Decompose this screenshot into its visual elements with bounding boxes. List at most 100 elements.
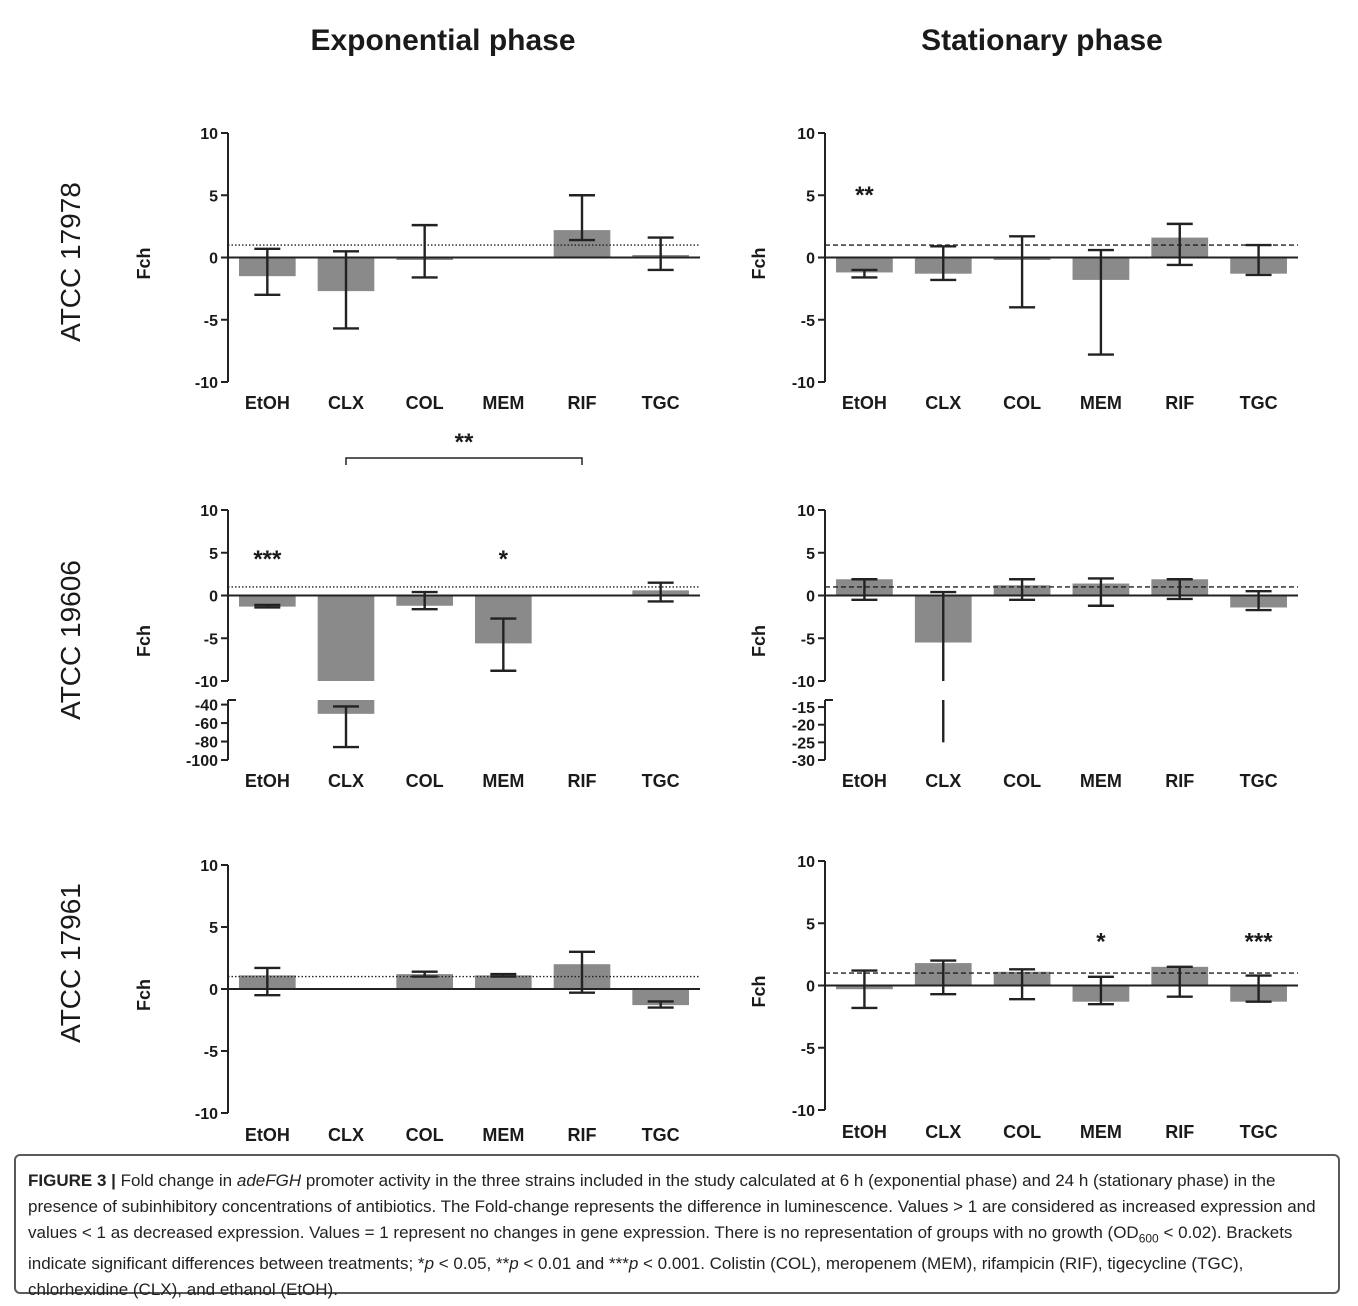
caption-text: promoter activity in the three strains i… xyxy=(28,1171,1316,1242)
y-tick-label: 0 xyxy=(209,589,218,606)
y-tick-label: -10 xyxy=(792,375,815,392)
x-tick-label: COL xyxy=(406,393,444,413)
y-tick-label: -5 xyxy=(801,313,815,330)
caption-text: < 0.01 and xyxy=(518,1254,609,1274)
x-tick-label: RIF xyxy=(568,771,597,791)
x-tick-label: TGC xyxy=(1240,393,1278,413)
y-tick-label: 0 xyxy=(209,982,218,999)
caption-label: FIGURE 3 | xyxy=(28,1171,116,1190)
x-tick-label: CLX xyxy=(328,393,364,413)
x-tick-label: COL xyxy=(406,1125,444,1145)
x-tick-label: MEM xyxy=(1080,771,1122,791)
caption-text: * xyxy=(417,1254,425,1274)
x-tick-label: TGC xyxy=(1240,771,1278,791)
y-tick-label: -80 xyxy=(195,735,218,752)
row-label: ATCC 17978 xyxy=(55,182,86,342)
bracket-marker: ** xyxy=(455,429,474,456)
bar xyxy=(396,974,453,989)
y-tick-label: 10 xyxy=(797,503,815,520)
x-tick-label: MEM xyxy=(1080,1122,1122,1142)
caption-box xyxy=(14,1154,1340,1294)
y-tick-label: -10 xyxy=(792,674,815,691)
row-label: ATCC 19606 xyxy=(55,560,86,720)
row-label: ATCC 17961 xyxy=(55,883,86,1043)
bar xyxy=(836,257,893,273)
caption-text: < 0.001. Colistin (COL), meropenem (MEM)… xyxy=(28,1254,1244,1300)
y-tick-label: -40 xyxy=(195,698,218,715)
bar xyxy=(317,595,375,681)
x-tick-label: TGC xyxy=(642,393,680,413)
x-tick-label: RIF xyxy=(1165,771,1194,791)
y-tick-label: 0 xyxy=(806,979,815,996)
x-tick-label: EtOH xyxy=(245,393,290,413)
x-tick-label: RIF xyxy=(1165,393,1194,413)
x-tick-label: CLX xyxy=(328,1125,364,1145)
y-tick-label: 10 xyxy=(200,858,218,875)
y-tick-label: -10 xyxy=(195,375,218,392)
y-tick-label: -25 xyxy=(792,735,815,752)
x-tick-label: MEM xyxy=(482,393,524,413)
y-tick-label: -10 xyxy=(195,674,218,691)
x-tick-label: CLX xyxy=(328,771,364,791)
y-tick-label: 10 xyxy=(797,854,815,871)
bar xyxy=(475,975,532,989)
y-tick-label: 10 xyxy=(200,126,218,143)
bar xyxy=(239,595,296,607)
x-tick-label: RIF xyxy=(568,1125,597,1145)
x-tick-label: TGC xyxy=(1240,1122,1278,1142)
caption-text: 600 xyxy=(1138,1231,1159,1246)
caption-text: Fold change in xyxy=(115,1171,237,1190)
caption-text: ** xyxy=(495,1254,510,1274)
x-tick-label: MEM xyxy=(482,771,524,791)
y-axis-label: Fch xyxy=(134,625,154,657)
y-tick-label: 5 xyxy=(209,188,218,205)
significance-marker: * xyxy=(499,546,509,573)
y-tick-label: 5 xyxy=(806,188,815,205)
x-tick-label: TGC xyxy=(642,771,680,791)
caption-text: adeFGH xyxy=(236,1171,302,1190)
x-tick-label: COL xyxy=(1003,771,1041,791)
x-tick-label: COL xyxy=(1003,393,1041,413)
x-tick-label: EtOH xyxy=(245,771,290,791)
y-axis-label: Fch xyxy=(134,247,154,279)
figure-caption: FIGURE 3 | Fold change in adeFGH promote… xyxy=(28,1168,1332,1303)
significance-marker: *** xyxy=(1245,929,1274,956)
bar xyxy=(632,989,689,1006)
x-tick-label: MEM xyxy=(1080,393,1122,413)
x-tick-label: COL xyxy=(1003,1122,1041,1142)
x-tick-label: RIF xyxy=(568,393,597,413)
y-tick-label: -10 xyxy=(195,1106,218,1123)
y-tick-label: 10 xyxy=(200,503,218,520)
x-tick-label: COL xyxy=(406,771,444,791)
x-tick-label: EtOH xyxy=(842,393,887,413)
caption-text: p xyxy=(509,1254,519,1274)
caption-text: p xyxy=(424,1254,435,1274)
x-tick-label: MEM xyxy=(482,1125,524,1145)
x-tick-label: CLX xyxy=(925,771,961,791)
x-tick-label: CLX xyxy=(925,1122,961,1142)
x-tick-label: CLX xyxy=(925,393,961,413)
caption-text: < 0.05, xyxy=(434,1254,496,1274)
y-tick-label: -100 xyxy=(186,753,218,770)
y-tick-label: -5 xyxy=(204,631,218,648)
y-tick-label: -5 xyxy=(204,313,218,330)
significance-bracket xyxy=(345,457,583,465)
y-axis-label: Fch xyxy=(749,625,769,657)
significance-marker: *** xyxy=(253,546,282,573)
y-tick-label: -5 xyxy=(801,1041,815,1058)
column-title: Exponential phase xyxy=(310,24,575,57)
y-tick-label: 5 xyxy=(209,546,218,563)
y-tick-label: -30 xyxy=(792,753,815,770)
caption-text: < 0.02). Brackets indicate significant d… xyxy=(28,1223,1293,1274)
x-tick-label: EtOH xyxy=(842,771,887,791)
x-tick-label: EtOH xyxy=(842,1122,887,1142)
significance-marker: * xyxy=(1096,929,1106,956)
y-axis-label: Fch xyxy=(749,247,769,279)
y-axis-label: Fch xyxy=(134,979,154,1011)
y-tick-label: 10 xyxy=(797,126,815,143)
caption-text: p xyxy=(628,1254,639,1274)
y-tick-label: 5 xyxy=(806,916,815,933)
y-tick-label: 0 xyxy=(806,589,815,606)
y-tick-label: 0 xyxy=(806,251,815,268)
